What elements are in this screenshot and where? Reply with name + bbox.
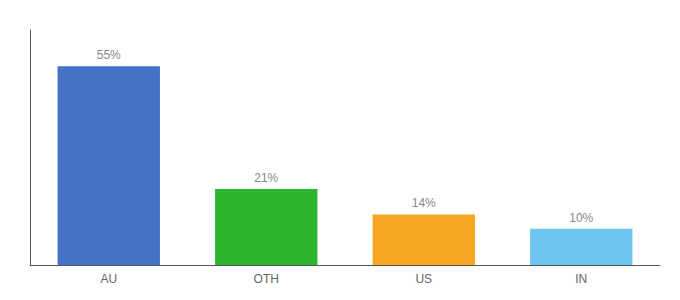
svg-text:10%: 10% xyxy=(569,211,593,225)
svg-text:US: US xyxy=(415,272,432,286)
svg-text:55%: 55% xyxy=(97,48,121,62)
svg-text:OTH: OTH xyxy=(254,272,279,286)
svg-text:AU: AU xyxy=(100,272,117,286)
svg-text:21%: 21% xyxy=(254,171,278,185)
svg-text:IN: IN xyxy=(575,272,587,286)
svg-text:14%: 14% xyxy=(412,196,436,210)
